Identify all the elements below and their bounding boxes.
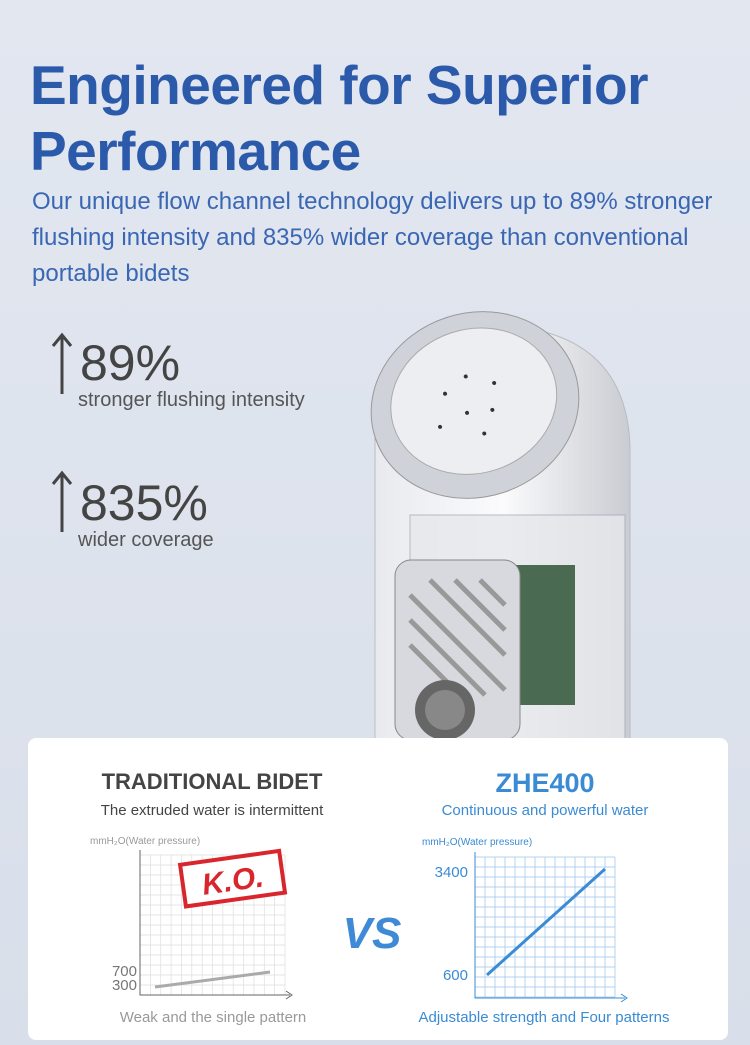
tick-label: 3400 <box>435 864 468 881</box>
comparison-charts: mmH₂O(Water pressure) 700 300 K.O. VS mm… <box>90 836 628 1003</box>
stamp: K.O. <box>177 848 288 909</box>
pressure-line <box>154 970 271 989</box>
vs-logo: VS <box>343 909 402 958</box>
left-caption: Weak and the single pattern <box>119 1009 307 1026</box>
tick-label: 300 <box>112 977 137 994</box>
pressure-line <box>485 867 607 977</box>
axis-label: mmH₂O(Water pressure) <box>422 837 532 848</box>
right-caption: Adjustable strength and Four patterns <box>418 1009 670 1026</box>
stat-label: stronger flushing intensity <box>78 389 305 411</box>
right-title: ZHE400 <box>495 768 595 798</box>
stat-value: 835% <box>80 475 208 531</box>
right-subtitle: Continuous and powerful water <box>441 802 649 819</box>
arrow-icon <box>51 332 73 394</box>
left-title: TRADITIONAL BIDET <box>101 769 323 794</box>
comparison-card <box>28 738 728 1040</box>
subtitle: Our unique flow channel technology deliv… <box>32 188 713 287</box>
arrow-icon <box>51 470 73 532</box>
product-image <box>370 311 631 745</box>
axis <box>474 852 628 1003</box>
title: Engineered for Superior Performance <box>30 54 649 182</box>
axis <box>139 850 293 1000</box>
stat-value: 89% <box>80 335 181 391</box>
stat-label: wider coverage <box>78 529 214 551</box>
left-subtitle: The extruded water is intermittent <box>100 802 324 819</box>
tick-label: 700 <box>112 963 137 980</box>
axis-label: mmH₂O(Water pressure) <box>90 836 200 847</box>
tick-label: 600 <box>443 967 468 984</box>
